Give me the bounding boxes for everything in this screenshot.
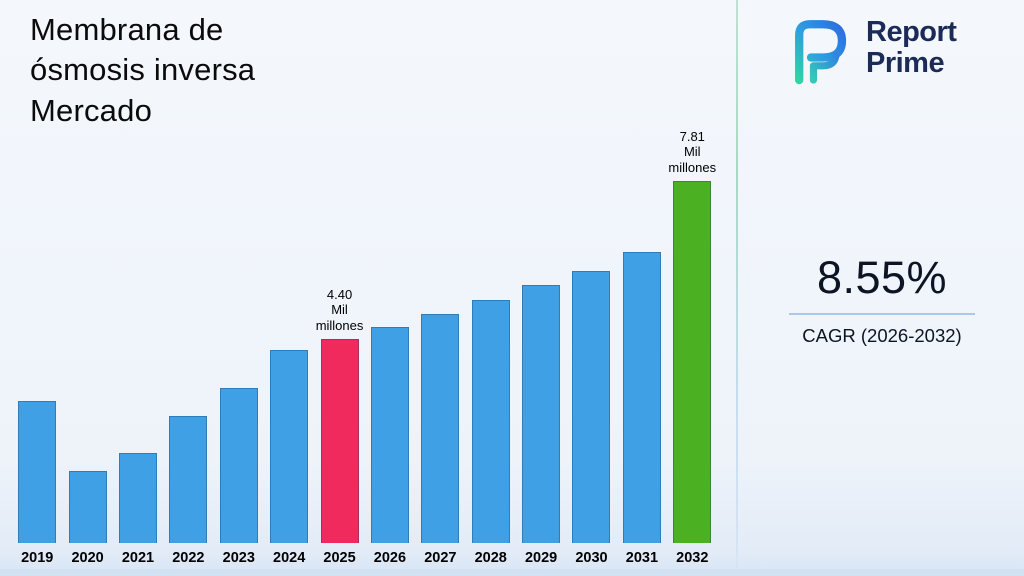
bottom-accent-band [0, 569, 1024, 576]
vertical-divider [736, 0, 738, 576]
logo-text-report: Report [866, 15, 957, 48]
bar-2026 [370, 327, 409, 543]
bar-cell-2026: 2026 [365, 327, 415, 566]
bar-cell-2023: 2023 [214, 388, 264, 566]
report-prime-logo: Report Prime [778, 10, 957, 86]
x-label-2027: 2027 [424, 550, 457, 566]
x-label-2026: 2026 [373, 550, 407, 566]
x-label-2021: 2021 [121, 550, 155, 566]
x-label-2029: 2029 [524, 550, 558, 566]
bar-cell-2032: 7.81 Mil millones 2032 [667, 129, 717, 566]
x-label-2023: 2023 [222, 550, 255, 566]
bar-2019 [18, 401, 57, 543]
bar-cell-2029: 2029 [516, 285, 566, 566]
bar-cell-2022: 2022 [163, 416, 213, 566]
x-label-2020: 2020 [71, 550, 104, 566]
cagr-panel: 8.55% CAGR (2026-2032) [772, 252, 992, 347]
bar-cell-2031: 2031 [617, 252, 667, 566]
bar-2025 [320, 339, 359, 543]
bar-cell-2028: 2028 [466, 300, 516, 566]
x-label-2019: 2019 [21, 550, 54, 566]
bar-cell-2027: 2027 [415, 314, 465, 566]
bar-cell-2025: 4.40 Mil millones 2025 [314, 287, 364, 566]
bar-annotation-2032: 7.81 Mil millones [668, 129, 717, 175]
bar-annotation-2025: 4.40 Mil millones [315, 287, 364, 333]
bar-cell-2019: 2019 [12, 401, 62, 566]
report-prime-logo-icon [795, 20, 847, 85]
bar-2030 [572, 271, 611, 543]
bar-2027 [421, 314, 460, 543]
bar-2021 [118, 453, 157, 543]
bar-2022 [169, 416, 208, 543]
cagr-caption: CAGR (2026-2032) [802, 325, 962, 346]
bar-cell-2021: 2021 [113, 453, 163, 566]
cagr-value: 8.55% [816, 252, 948, 303]
bar-cell-2024: 2024 [264, 350, 314, 566]
bar-2028 [471, 300, 510, 543]
bar-2020 [68, 471, 107, 543]
bar-chart: 2019 2020 2021 2022 2023 2024 4.40 Mil millones 2… [12, 129, 718, 566]
bar-2024 [270, 350, 309, 543]
x-label-2032: 2032 [676, 550, 709, 566]
x-label-2030: 2030 [575, 550, 608, 566]
bar-cell-2020: 2020 [62, 471, 112, 566]
x-label-2022: 2022 [172, 550, 205, 566]
bar-2029 [522, 285, 561, 543]
x-label-2031: 2031 [625, 550, 659, 566]
bar-cell-2030: 2030 [566, 271, 616, 566]
x-label-2025: 2025 [323, 550, 356, 566]
bar-2023 [219, 388, 258, 543]
x-label-2028: 2028 [474, 550, 507, 566]
x-label-2024: 2024 [273, 550, 306, 566]
bar-2032 [673, 181, 712, 543]
cagr-underline [789, 313, 975, 315]
bar-2031 [622, 252, 661, 543]
logo-text-prime: Prime [866, 47, 945, 79]
page-title: Membrana de ósmosis inversa Mercado [30, 12, 256, 128]
